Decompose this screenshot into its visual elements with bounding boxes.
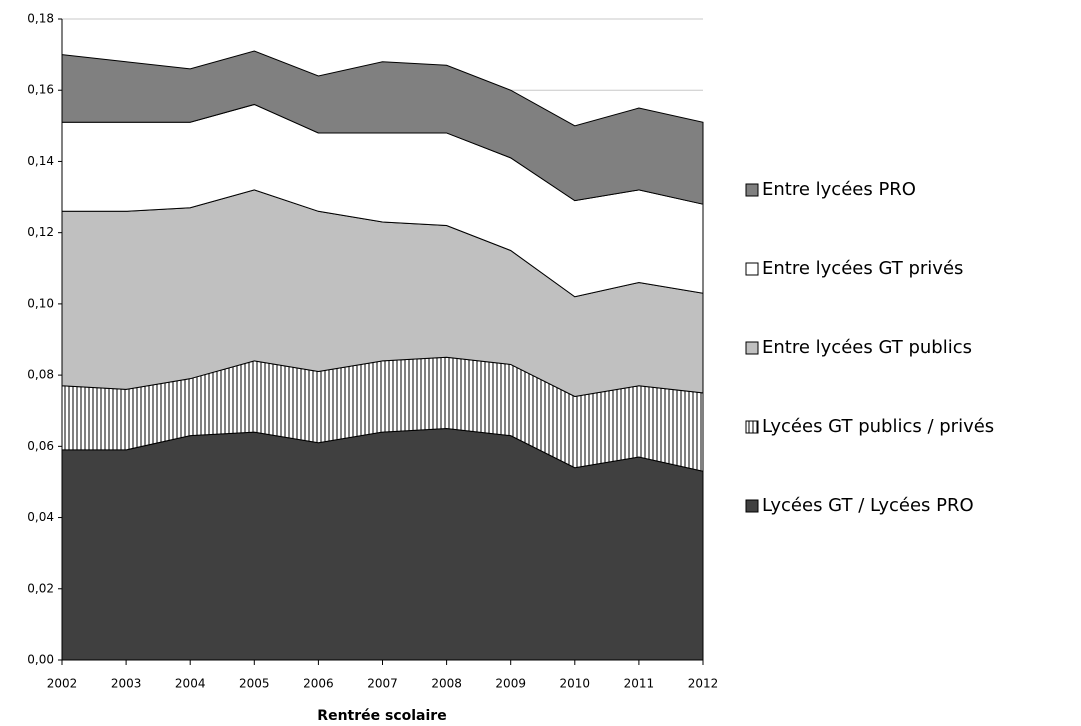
area xyxy=(61,428,704,661)
y-tick-label: 0,02 xyxy=(27,581,54,595)
legend-label: Entre lycées GT publics xyxy=(762,337,972,358)
y-tick-label: 0,16 xyxy=(27,83,54,97)
x-tick-label: 2012 xyxy=(688,677,719,691)
legend-swatch xyxy=(745,183,759,197)
x-tick-label: 2011 xyxy=(624,677,655,691)
x-tick-label: 2004 xyxy=(175,677,206,691)
y-tick-label: 0,04 xyxy=(27,510,54,524)
legend-label: Lycées GT / Lycées PRO xyxy=(762,495,974,516)
y-tick-label: 0,18 xyxy=(27,12,54,26)
y-tick-label: 0,10 xyxy=(27,296,54,310)
x-tick-label: 2010 xyxy=(560,677,591,691)
area xyxy=(61,50,704,205)
x-tick-label: 2002 xyxy=(47,677,78,691)
legend-swatch xyxy=(745,499,759,513)
x-tick-label: 2006 xyxy=(303,677,334,691)
x-tick-label: 2003 xyxy=(111,677,142,691)
legend-label: Entre lycées PRO xyxy=(762,179,916,200)
legend-swatch xyxy=(745,262,759,276)
y-tick-label: 0,08 xyxy=(27,368,54,382)
y-tick-label: 0,06 xyxy=(27,439,54,453)
legend-label: Entre lycées GT privés xyxy=(762,258,963,279)
legend-label: Lycées GT publics / privés xyxy=(762,416,994,437)
y-tick-label: 0,12 xyxy=(27,225,54,239)
x-axis-label: Rentrée scolaire xyxy=(317,708,446,724)
y-tick-label: 0,00 xyxy=(27,653,54,667)
y-tick-label: 0,14 xyxy=(27,154,54,168)
legend-swatch xyxy=(745,420,759,434)
x-tick-label: 2007 xyxy=(367,677,398,691)
x-tick-label: 2009 xyxy=(495,677,526,691)
x-tick-label: 2005 xyxy=(239,677,270,691)
legend-swatch xyxy=(745,341,759,355)
x-tick-label: 2008 xyxy=(431,677,462,691)
